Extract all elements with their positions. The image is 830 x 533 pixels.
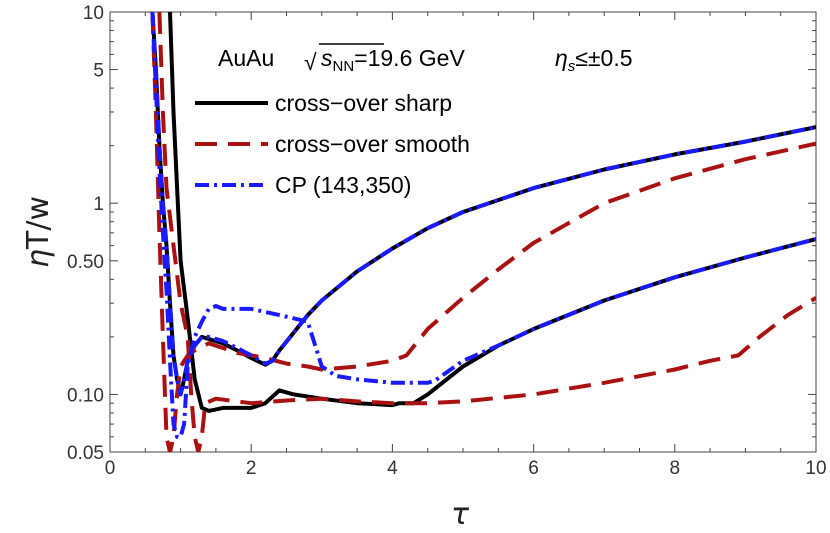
x-tick-label: 0 bbox=[105, 458, 116, 479]
series-line-sharp-2 bbox=[168, 12, 816, 413]
annotation-energy-symbol: s bbox=[321, 45, 333, 71]
y-axis-title-eta: η bbox=[21, 249, 56, 268]
annotation-rapidity-subscript: s bbox=[568, 58, 576, 75]
annotation-system: AuAu bbox=[218, 45, 274, 71]
x-axis-title: τ bbox=[451, 497, 470, 532]
series-line-cp-1 bbox=[150, 12, 816, 397]
series-line-cp-2 bbox=[150, 12, 816, 439]
legend-label-sharp: cross−over sharp bbox=[275, 90, 452, 116]
annotation-sqrt: √ bbox=[304, 49, 317, 75]
annotation: AuAu √ sNN=19.6 GeV ηs≤±0.5 bbox=[218, 43, 633, 75]
y-tick-label: 5 bbox=[93, 61, 104, 82]
y-tick-label: 1 bbox=[93, 194, 104, 215]
y-tick-label: 10 bbox=[83, 3, 104, 24]
series-line-smooth-2 bbox=[157, 12, 816, 452]
x-tick-label: 8 bbox=[670, 458, 681, 479]
annotation-rapidity-value: ≤±0.5 bbox=[575, 45, 632, 71]
legend-label-cp: CP (143,350) bbox=[275, 172, 411, 198]
curves bbox=[150, 12, 816, 452]
annotation-energy: sNN=19.6 GeV bbox=[321, 45, 465, 75]
annotation-energy-subscript: NN bbox=[333, 58, 355, 75]
legend-label-smooth: cross−over smooth bbox=[275, 131, 470, 157]
annotation-rapidity-symbol: η bbox=[555, 45, 568, 71]
y-tick-label: 0.05 bbox=[67, 443, 104, 464]
x-tick-label: 6 bbox=[528, 458, 539, 479]
x-tick-label: 2 bbox=[246, 458, 257, 479]
plot-frame bbox=[109, 11, 817, 453]
y-axis-title: ηT/w bbox=[21, 196, 56, 268]
series-line-smooth-1 bbox=[150, 12, 816, 452]
annotation-energy-value: =19.6 GeV bbox=[354, 45, 465, 71]
x-tick-label: 4 bbox=[387, 458, 398, 479]
annotation-rapidity: ηs≤±0.5 bbox=[555, 45, 633, 75]
x-tick-label: 10 bbox=[805, 458, 826, 479]
legend: cross−over sharp cross−over smooth CP (1… bbox=[195, 90, 470, 198]
y-tick-label: 0.10 bbox=[67, 385, 104, 406]
y-tick-label: 0.50 bbox=[67, 252, 104, 273]
axes: 0 2 4 6 8 10 0.05 0.10 0.50 1 5 10 bbox=[67, 3, 827, 479]
y-axis-title-rest: T/w bbox=[21, 196, 56, 250]
